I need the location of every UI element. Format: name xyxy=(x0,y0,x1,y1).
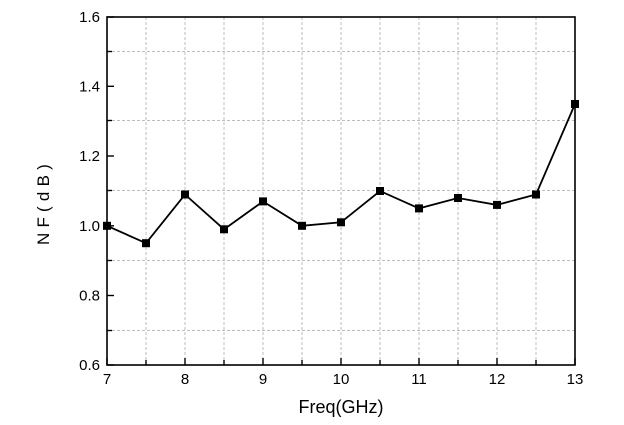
svg-text:Freq(GHz): Freq(GHz) xyxy=(299,397,384,417)
svg-text:1.4: 1.4 xyxy=(79,79,100,96)
svg-text:NF(dB): NF(dB) xyxy=(34,159,53,245)
svg-text:1.6: 1.6 xyxy=(79,9,100,26)
svg-text:10: 10 xyxy=(333,371,350,388)
svg-text:1.2: 1.2 xyxy=(79,148,100,165)
svg-text:7: 7 xyxy=(103,371,111,388)
svg-text:9: 9 xyxy=(259,371,267,388)
svg-text:12: 12 xyxy=(489,371,506,388)
svg-text:0.8: 0.8 xyxy=(79,288,100,305)
svg-text:8: 8 xyxy=(181,371,189,388)
svg-text:11: 11 xyxy=(411,371,427,388)
svg-text:1.0: 1.0 xyxy=(79,218,100,235)
svg-text:13: 13 xyxy=(567,371,584,388)
svg-text:0.6: 0.6 xyxy=(79,357,100,374)
